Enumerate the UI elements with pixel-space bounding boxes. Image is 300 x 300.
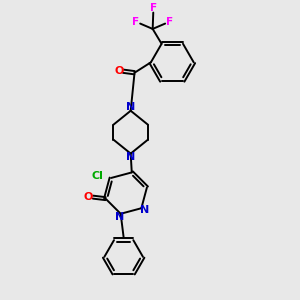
Text: N: N <box>140 205 149 215</box>
Text: O: O <box>84 192 93 202</box>
Text: N: N <box>126 102 135 112</box>
Text: O: O <box>114 66 124 76</box>
Text: F: F <box>133 17 140 27</box>
Text: Cl: Cl <box>92 171 104 181</box>
Text: F: F <box>150 3 157 13</box>
Text: N: N <box>126 152 135 162</box>
Text: F: F <box>166 17 173 27</box>
Text: N: N <box>116 212 125 222</box>
